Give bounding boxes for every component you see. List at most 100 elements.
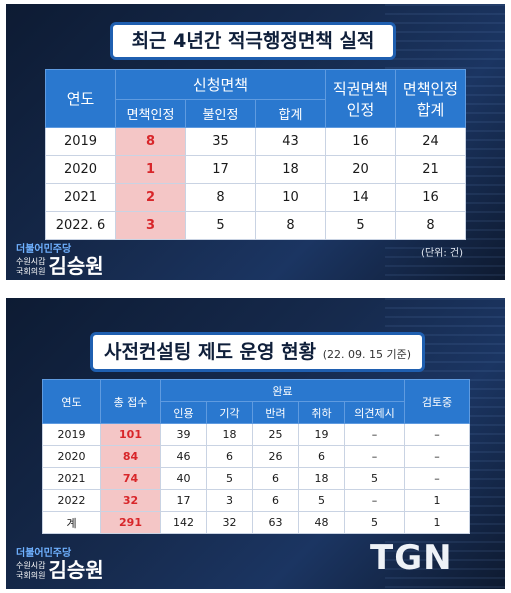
cell-exofficio: 14 bbox=[325, 183, 396, 212]
cell-year: 2021 bbox=[45, 183, 116, 212]
cell-dismissed: 32 bbox=[206, 511, 253, 534]
cell-returned: 6 bbox=[252, 489, 299, 512]
cell-year: 2022. 6 bbox=[45, 211, 116, 240]
cell-total: 32 bbox=[100, 489, 161, 512]
header-total: 총 접수 bbox=[100, 379, 161, 424]
header-done: 완료 bbox=[160, 379, 405, 402]
cell-total: 10 bbox=[255, 183, 326, 212]
signature: 더불어민주당 수원시갑 국회의원 김승원 bbox=[16, 544, 104, 581]
cell-review: – bbox=[404, 445, 470, 468]
cell-sum: 21 bbox=[395, 155, 466, 184]
header-applied: 신청면책 bbox=[115, 69, 326, 100]
cell-year: 계 bbox=[42, 511, 101, 534]
cell-returned: 6 bbox=[252, 467, 299, 490]
cell-exofficio: 5 bbox=[325, 211, 396, 240]
cell-year: 2020 bbox=[45, 155, 116, 184]
cell-returned: 63 bbox=[252, 511, 299, 534]
exemption-panel: 최근 4년간 적극행정면책 실적 연도 신청면책 직권면책 인정 면책인정 합계 면… bbox=[6, 4, 505, 280]
header-accepted: 인용 bbox=[160, 401, 207, 424]
unit-label: (단위: 건) bbox=[421, 248, 463, 259]
exemption-table: 연도 신청면책 직권면책 인정 면책인정 합계 면책인정 불인정 합계 2019 8… bbox=[45, 69, 466, 240]
cell-accepted: 46 bbox=[160, 445, 207, 468]
cell-total: 291 bbox=[100, 511, 161, 534]
header-applied-denied: 불인정 bbox=[185, 99, 256, 128]
header-dismissed: 기각 bbox=[206, 401, 253, 424]
cell-dismissed: 6 bbox=[206, 445, 253, 468]
table-row: 2020 84 46 6 26 6 – – bbox=[42, 445, 470, 468]
cell-withdrawn: 5 bbox=[298, 489, 345, 512]
cell-granted: 8 bbox=[115, 127, 186, 156]
cell-total: 101 bbox=[100, 423, 161, 446]
party-name: 더불어민주당 bbox=[16, 548, 72, 559]
cell-sum: 8 bbox=[395, 211, 466, 240]
cell-returned: 26 bbox=[252, 445, 299, 468]
table-row: 2021 74 40 5 6 18 5 – bbox=[42, 467, 470, 490]
consulting-title-text: 사전컨설팅 제도 운영 현황 bbox=[103, 341, 317, 363]
cell-dismissed: 3 bbox=[206, 489, 253, 512]
exemption-title-text: 최근 4년간 적극행정면책 실적 bbox=[131, 30, 375, 52]
table-row: 2021 2 8 10 14 16 bbox=[45, 183, 466, 212]
cell-returned: 25 bbox=[252, 423, 299, 446]
cell-dismissed: 18 bbox=[206, 423, 253, 446]
member-name: 김승원 bbox=[48, 558, 104, 582]
cell-denied: 35 bbox=[185, 127, 256, 156]
exemption-title: 최근 4년간 적극행정면책 실적 bbox=[110, 22, 396, 60]
cell-sum: 16 bbox=[395, 183, 466, 212]
header-opinion: 의견제시 bbox=[344, 401, 405, 424]
header-applied-granted: 면책인정 bbox=[115, 99, 186, 128]
header-year: 연도 bbox=[45, 69, 116, 128]
cell-granted: 2 bbox=[115, 183, 186, 212]
cell-total: 43 bbox=[255, 127, 326, 156]
cell-sum: 24 bbox=[395, 127, 466, 156]
cell-accepted: 17 bbox=[160, 489, 207, 512]
header-year: 연도 bbox=[42, 379, 101, 424]
cell-accepted: 142 bbox=[160, 511, 207, 534]
header-returned: 반려 bbox=[252, 401, 299, 424]
header-review: 검토중 bbox=[404, 379, 470, 424]
cell-exofficio: 20 bbox=[325, 155, 396, 184]
cell-opinion: – bbox=[344, 445, 405, 468]
member-role: 수원시갑 국회의원 bbox=[16, 257, 46, 276]
cell-opinion: – bbox=[344, 423, 405, 446]
header-applied-total: 합계 bbox=[255, 99, 326, 128]
cell-dismissed: 5 bbox=[206, 467, 253, 490]
cell-denied: 8 bbox=[185, 183, 256, 212]
table-row: 2019 101 39 18 25 19 – – bbox=[42, 423, 470, 446]
cell-total: 74 bbox=[100, 467, 161, 490]
cell-opinion: 5 bbox=[344, 511, 405, 534]
cell-year: 2019 bbox=[45, 127, 116, 156]
signature: 더불어민주당 수원시갑 국회의원 김승원 bbox=[16, 240, 104, 277]
table-row: 2019 8 35 43 16 24 bbox=[45, 127, 466, 156]
consulting-panel: 사전컨설팅 제도 운영 현황 (22. 09. 15 기준) 연도 총 접수 완… bbox=[6, 298, 505, 589]
table-row: 2020 1 17 18 20 21 bbox=[45, 155, 466, 184]
cell-granted: 1 bbox=[115, 155, 186, 184]
cell-total: 18 bbox=[255, 155, 326, 184]
cell-accepted: 39 bbox=[160, 423, 207, 446]
member-name: 김승원 bbox=[48, 254, 104, 278]
cell-total: 84 bbox=[100, 445, 161, 468]
cell-review: – bbox=[404, 467, 470, 490]
header-exofficio: 직권면책 인정 bbox=[325, 69, 396, 128]
header-total-granted: 면책인정 합계 bbox=[395, 69, 466, 128]
cell-review: 1 bbox=[404, 489, 470, 512]
cell-opinion: 5 bbox=[344, 467, 405, 490]
cell-denied: 17 bbox=[185, 155, 256, 184]
cell-exofficio: 16 bbox=[325, 127, 396, 156]
cell-review: – bbox=[404, 423, 470, 446]
table-row: 2022 32 17 3 6 5 – 1 bbox=[42, 489, 470, 512]
cell-total: 8 bbox=[255, 211, 326, 240]
cell-denied: 5 bbox=[185, 211, 256, 240]
cell-accepted: 40 bbox=[160, 467, 207, 490]
consulting-title: 사전컨설팅 제도 운영 현황 (22. 09. 15 기준) bbox=[90, 332, 425, 372]
tgn-logo: TGN bbox=[370, 538, 453, 578]
cell-granted: 3 bbox=[115, 211, 186, 240]
cell-withdrawn: 6 bbox=[298, 445, 345, 468]
cell-withdrawn: 18 bbox=[298, 467, 345, 490]
consulting-subtitle: (22. 09. 15 기준) bbox=[322, 348, 412, 361]
cell-withdrawn: 48 bbox=[298, 511, 345, 534]
cell-year: 2022 bbox=[42, 489, 101, 512]
member-role: 수원시갑 국회의원 bbox=[16, 561, 46, 580]
cell-year: 2021 bbox=[42, 467, 101, 490]
cell-year: 2020 bbox=[42, 445, 101, 468]
cell-opinion: – bbox=[344, 489, 405, 512]
